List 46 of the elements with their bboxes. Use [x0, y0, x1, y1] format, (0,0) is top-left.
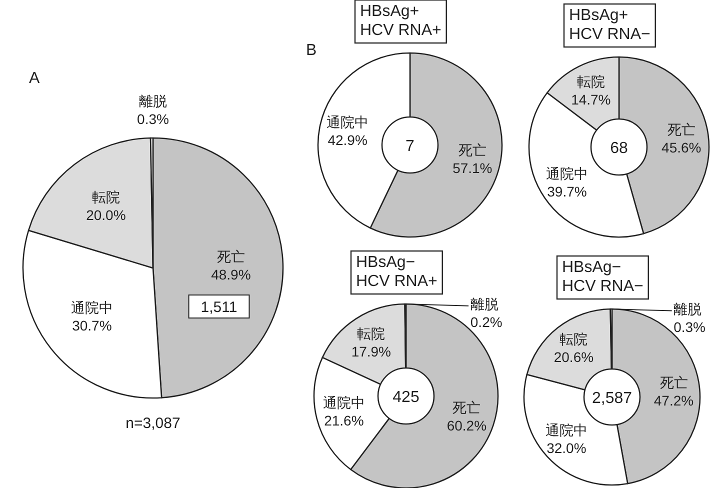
data-label: 21.6% — [324, 412, 364, 429]
slice-label: 死亡 — [458, 142, 486, 158]
slice-label: 死亡 — [452, 399, 481, 416]
chart-title: HBsAg− HCV RNA+ — [356, 254, 438, 290]
data-label: 32.0% — [546, 440, 586, 456]
slice-label: 転院 — [92, 188, 120, 205]
data-label: 57.1% — [452, 160, 492, 176]
data-label: 48.9% — [211, 266, 251, 282]
slice-label: 通院中 — [326, 114, 369, 130]
data-label: 0.3% — [137, 111, 169, 127]
slice-label: 死亡 — [660, 374, 688, 390]
chart-title: HBsAg− HCV RNA− — [562, 259, 644, 295]
slice-label: 死亡 — [216, 248, 245, 264]
slice-label: 離脱 — [470, 296, 498, 312]
data-label: 39.7% — [547, 184, 587, 200]
data-label: 20.6% — [554, 349, 594, 366]
data-label: 17.9% — [351, 343, 392, 360]
slice-label: 離脱 — [139, 93, 167, 109]
text: 1,511 — [200, 299, 238, 316]
slice-label: 転院 — [576, 74, 605, 90]
data-label: 0.2% — [470, 314, 502, 330]
text: 425 — [392, 389, 420, 406]
text: 68 — [610, 140, 628, 157]
chart-title: A — [29, 70, 40, 87]
text: 2,587 — [592, 390, 632, 407]
data-label: 42.9% — [328, 132, 368, 148]
slice-label: 離脱 — [674, 300, 702, 317]
slice-label: 通院中 — [545, 422, 588, 438]
data-label: 47.2% — [654, 392, 694, 408]
chart-title: HBsAg+ HCV RNA− — [569, 7, 650, 43]
data-label: 45.6% — [662, 139, 702, 156]
slice-label: 死亡 — [667, 121, 696, 138]
slice-label: 通院中 — [322, 394, 365, 411]
text: 7 — [406, 138, 415, 155]
slice-label: 通院中 — [546, 166, 588, 182]
data-label: 0.3% — [674, 318, 706, 335]
slice-label: 通院中 — [70, 300, 113, 316]
slice-label: 転院 — [560, 331, 588, 348]
data-label: 20.0% — [86, 206, 126, 223]
data-label: 14.7% — [571, 92, 611, 108]
data-label: 60.2% — [446, 417, 487, 434]
chart-subtitle: B — [306, 42, 317, 59]
text: n=3,087 — [126, 415, 180, 432]
chart-title: HBsAg+ HCV RNA+ — [360, 3, 442, 39]
data-label: 30.7% — [72, 318, 112, 334]
slice-label: 転院 — [357, 325, 386, 342]
